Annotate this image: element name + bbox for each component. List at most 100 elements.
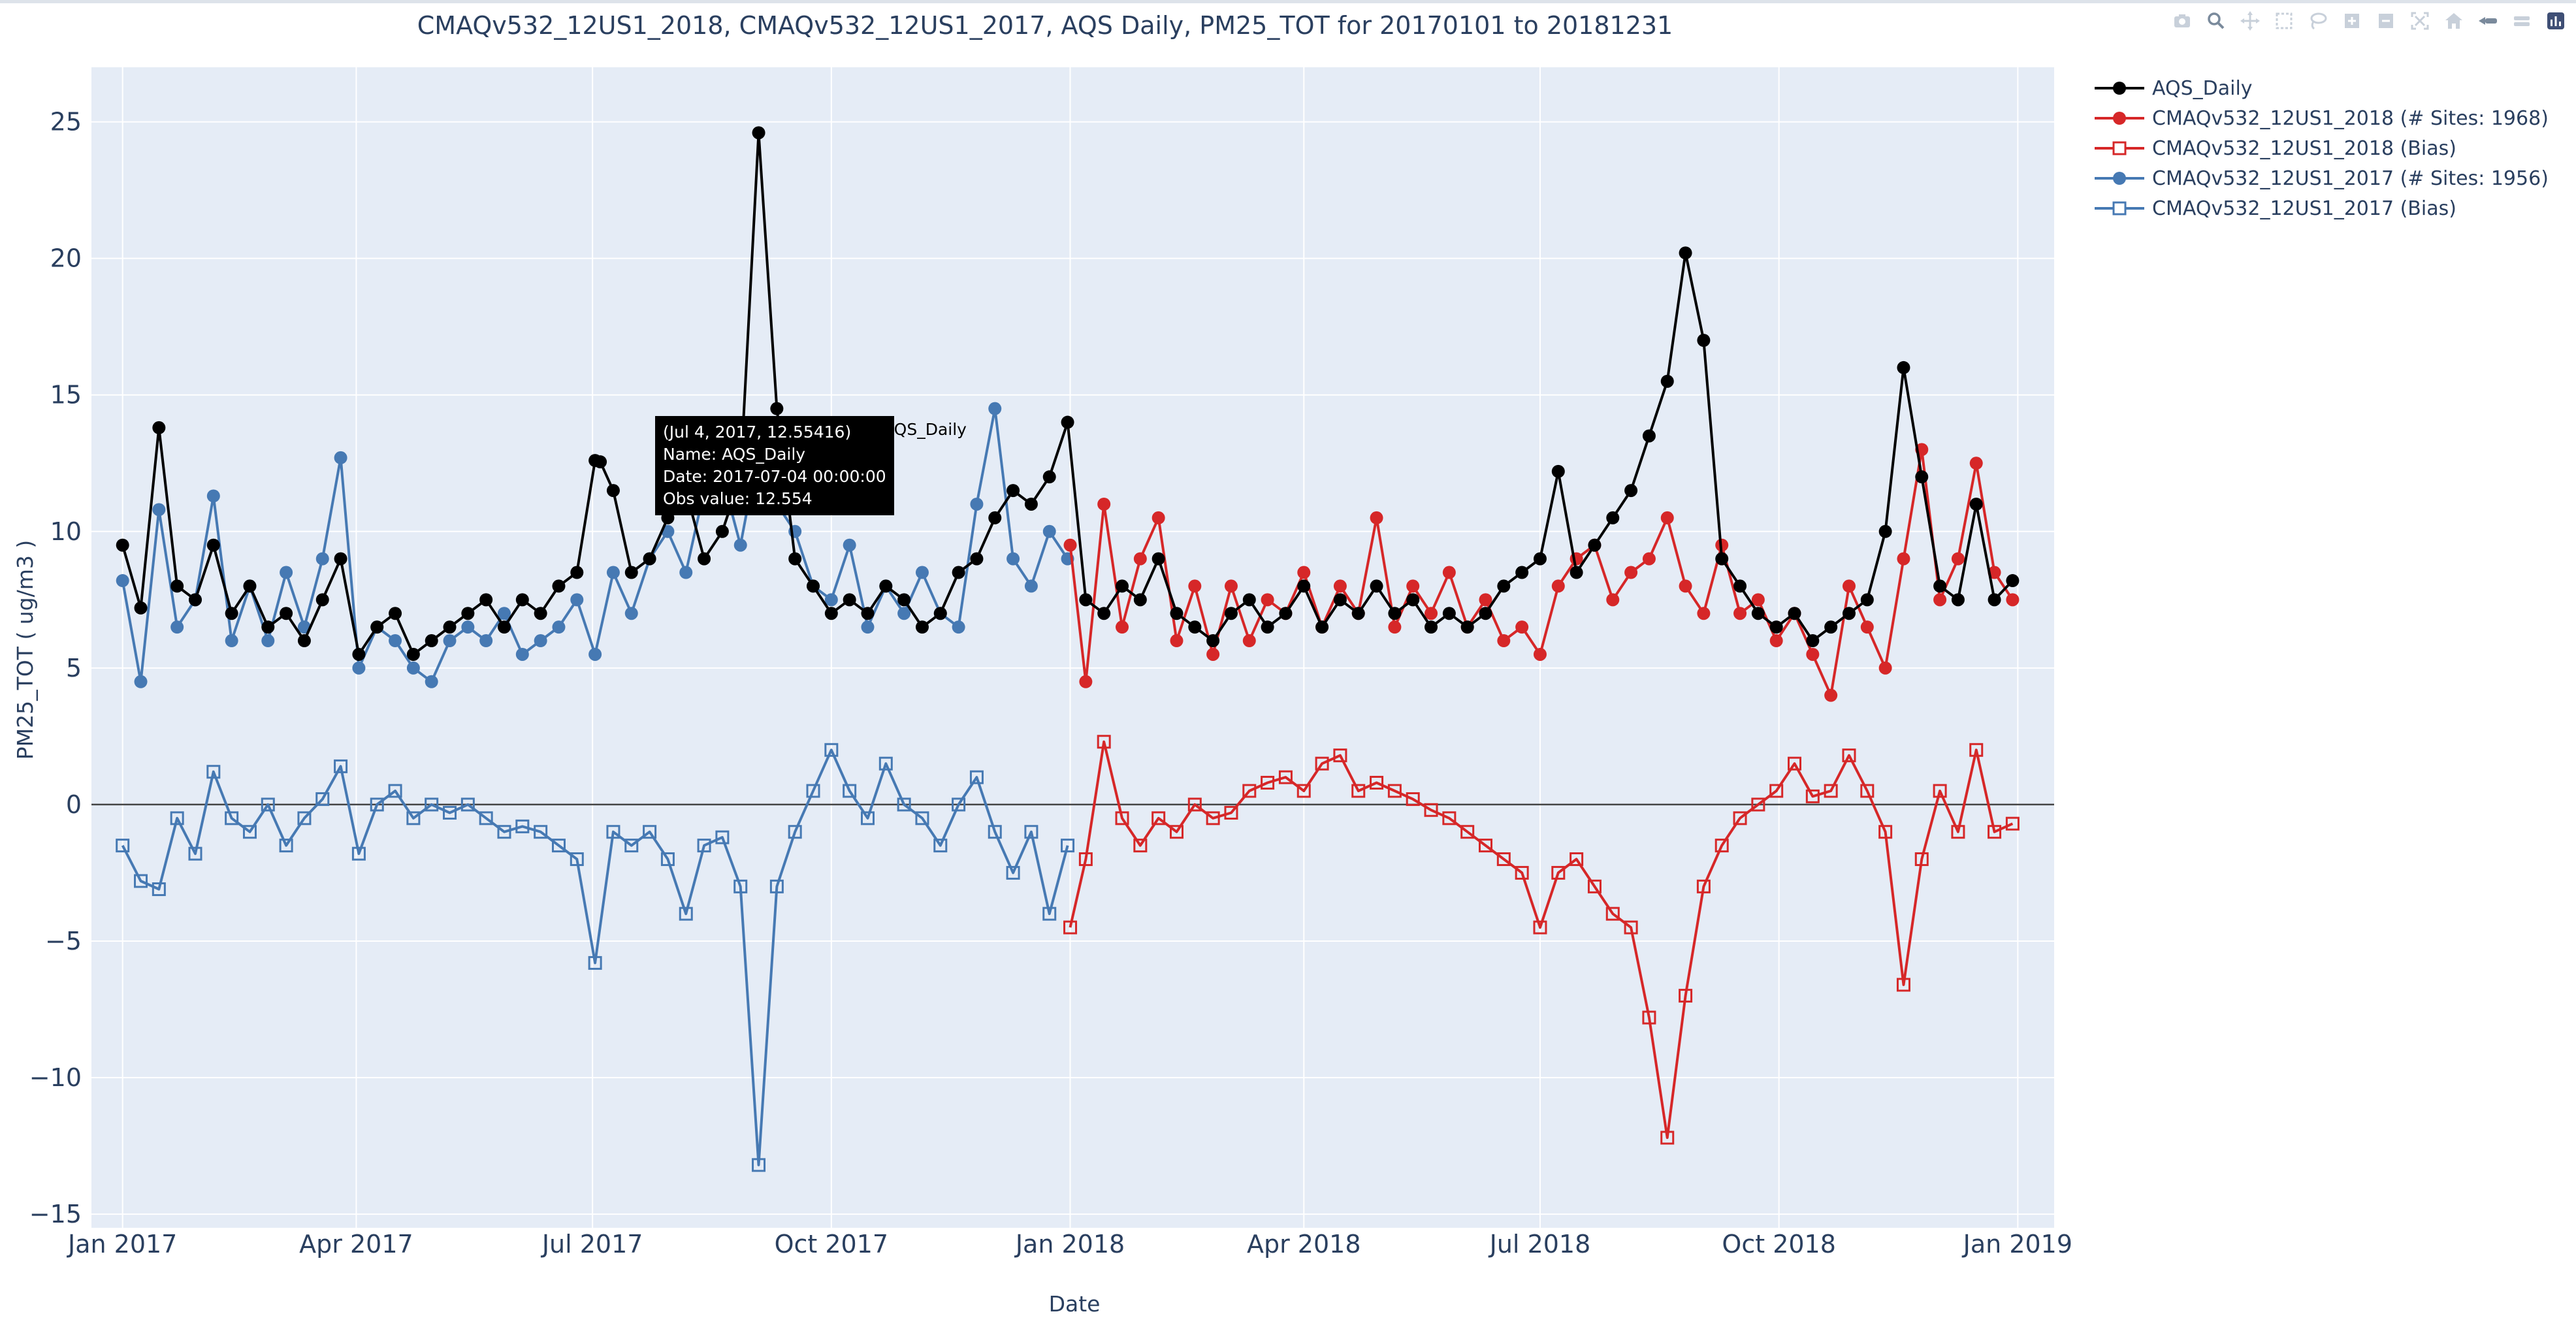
- data-point[interactable]: [1169, 825, 1183, 839]
- data-point[interactable]: [315, 552, 329, 566]
- data-point[interactable]: [1878, 524, 1892, 538]
- data-point[interactable]: [1170, 634, 1183, 648]
- data-point[interactable]: [206, 489, 220, 503]
- data-point[interactable]: [116, 574, 129, 588]
- data-point[interactable]: [969, 770, 984, 784]
- data-point[interactable]: [461, 607, 475, 620]
- data-point[interactable]: [952, 620, 965, 634]
- data-point[interactable]: [370, 797, 384, 812]
- data-point[interactable]: [1570, 852, 1584, 867]
- data-point[interactable]: [1533, 647, 1547, 661]
- data-point[interactable]: [1679, 579, 1692, 593]
- data-point[interactable]: [2006, 574, 2020, 588]
- data-point[interactable]: [1370, 579, 1383, 593]
- data-point[interactable]: [1387, 784, 1402, 798]
- data-point[interactable]: [752, 126, 765, 140]
- autoscale-icon[interactable]: [2407, 8, 2432, 33]
- data-point[interactable]: [515, 647, 529, 661]
- data-point[interactable]: [152, 503, 166, 517]
- data-point[interactable]: [552, 579, 566, 593]
- data-point[interactable]: [351, 846, 366, 861]
- data-point[interactable]: [1533, 552, 1547, 566]
- data-point[interactable]: [551, 839, 566, 853]
- data-point[interactable]: [388, 784, 402, 798]
- data-point[interactable]: [1224, 579, 1238, 593]
- data-point[interactable]: [1587, 879, 1602, 893]
- data-point[interactable]: [1715, 552, 1729, 566]
- data-point[interactable]: [1297, 566, 1311, 579]
- data-point[interactable]: [425, 675, 438, 688]
- data-point[interactable]: [1061, 415, 1074, 429]
- box-select-icon[interactable]: [2272, 8, 2296, 33]
- data-point[interactable]: [1296, 784, 1311, 798]
- data-point[interactable]: [1733, 811, 1747, 826]
- data-point[interactable]: [1515, 620, 1529, 634]
- data-point[interactable]: [879, 579, 893, 593]
- data-point[interactable]: [1042, 906, 1057, 921]
- data-point[interactable]: [315, 792, 330, 807]
- data-point[interactable]: [933, 839, 948, 853]
- data-point[interactable]: [152, 882, 166, 897]
- data-point[interactable]: [1515, 865, 1529, 880]
- data-point[interactable]: [443, 805, 457, 820]
- data-point[interactable]: [1497, 579, 1511, 593]
- data-point[interactable]: [1261, 620, 1274, 634]
- data-point[interactable]: [952, 566, 965, 579]
- zoom-out-icon[interactable]: [2374, 8, 2398, 33]
- data-point[interactable]: [1170, 607, 1183, 620]
- data-point[interactable]: [515, 593, 529, 607]
- data-point[interactable]: [1442, 811, 1457, 826]
- data-point[interactable]: [188, 593, 202, 607]
- data-point[interactable]: [1842, 748, 1856, 763]
- data-point[interactable]: [1551, 579, 1565, 593]
- plot-background[interactable]: [91, 67, 2054, 1228]
- data-point[interactable]: [1914, 852, 1929, 867]
- pan-icon[interactable]: [2238, 8, 2262, 33]
- data-point[interactable]: [788, 552, 802, 566]
- legend-item[interactable]: CMAQv532_12US1_2017 (Bias): [2093, 193, 2549, 223]
- data-point[interactable]: [297, 634, 311, 648]
- data-point[interactable]: [606, 484, 620, 498]
- legend-item[interactable]: AQS_Daily: [2093, 73, 2549, 103]
- data-point[interactable]: [2005, 816, 2020, 831]
- data-point[interactable]: [1806, 647, 1820, 661]
- data-point[interactable]: [1460, 825, 1475, 839]
- data-point[interactable]: [1896, 978, 1910, 992]
- lasso-icon[interactable]: [2306, 8, 2330, 33]
- data-point[interactable]: [1605, 906, 1620, 921]
- data-point[interactable]: [206, 538, 220, 552]
- data-point[interactable]: [1479, 593, 1492, 607]
- data-point[interactable]: [570, 566, 584, 579]
- data-point[interactable]: [1697, 607, 1711, 620]
- data-point[interactable]: [1551, 464, 1565, 478]
- data-point[interactable]: [389, 607, 402, 620]
- data-point[interactable]: [297, 811, 312, 826]
- data-point[interactable]: [152, 421, 166, 434]
- data-point[interactable]: [515, 819, 530, 833]
- data-point[interactable]: [698, 552, 711, 566]
- data-point[interactable]: [1642, 1010, 1656, 1025]
- data-point[interactable]: [769, 879, 784, 893]
- data-point[interactable]: [1897, 552, 1910, 566]
- data-point[interactable]: [1842, 579, 1856, 593]
- data-point[interactable]: [1425, 620, 1438, 634]
- data-point[interactable]: [1061, 839, 1075, 853]
- data-point[interactable]: [315, 593, 329, 607]
- data-point[interactable]: [988, 511, 1002, 524]
- data-point[interactable]: [1969, 743, 1984, 757]
- data-point[interactable]: [498, 607, 511, 620]
- data-point[interactable]: [1715, 839, 1729, 853]
- data-point[interactable]: [1697, 334, 1711, 347]
- data-point[interactable]: [1624, 484, 1638, 498]
- data-point[interactable]: [606, 566, 620, 579]
- data-point[interactable]: [1024, 497, 1038, 511]
- data-point[interactable]: [1442, 566, 1456, 579]
- data-point[interactable]: [1261, 775, 1275, 790]
- data-point[interactable]: [1151, 811, 1166, 826]
- data-point[interactable]: [915, 566, 929, 579]
- data-point[interactable]: [843, 538, 856, 552]
- data-point[interactable]: [1242, 634, 1256, 648]
- data-point[interactable]: [352, 661, 366, 675]
- data-point[interactable]: [1533, 920, 1547, 935]
- data-point[interactable]: [1063, 920, 1078, 935]
